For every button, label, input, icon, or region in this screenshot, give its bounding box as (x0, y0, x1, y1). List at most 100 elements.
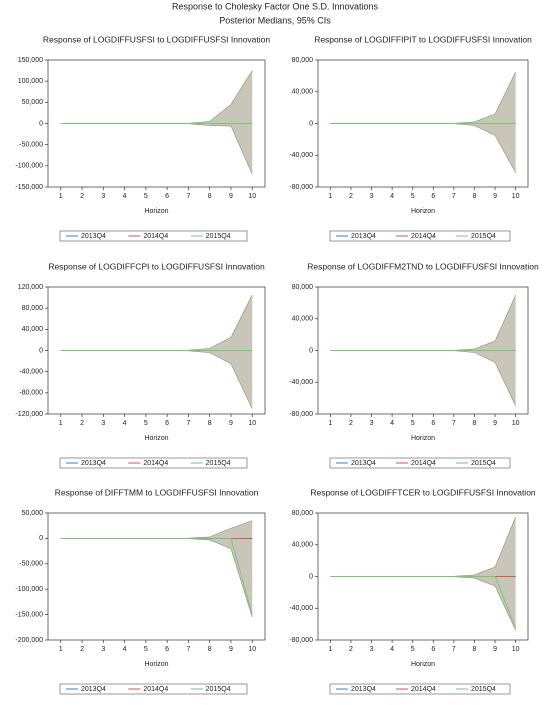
x-axis-label: Horizon (411, 208, 435, 215)
legend-label: 2013Q4 (351, 686, 376, 693)
x-tick-label: 10 (512, 420, 520, 427)
series-line (60, 537, 253, 615)
legend-label: 2015Q4 (206, 686, 231, 693)
x-tick-label: 9 (229, 420, 233, 427)
x-tick-label: 7 (452, 420, 456, 427)
x-tick-label: 10 (248, 193, 256, 200)
y-tick-label: -100,000 (15, 586, 43, 593)
x-tick-label: 6 (165, 420, 169, 427)
legend-label: 2015Q4 (471, 233, 496, 240)
y-tick-label: 50,000 (22, 99, 44, 106)
x-tick-label: 3 (370, 193, 374, 200)
legend-label: 2013Q4 (351, 460, 376, 467)
x-tick-label: 1 (59, 646, 63, 653)
x-tick-label: 7 (452, 193, 456, 200)
x-tick-label: 4 (123, 193, 127, 200)
x-axis-label: Horizon (144, 435, 168, 442)
x-tick-label: 3 (101, 646, 105, 653)
figure-subtitle: Posterior Medians, 95% CIs (219, 15, 331, 25)
legend-label: 2014Q4 (411, 686, 436, 693)
legend-label: 2014Q4 (411, 460, 436, 467)
legend-box (59, 457, 248, 469)
y-tick-label: 80,000 (292, 57, 314, 64)
x-tick-label: 2 (80, 193, 84, 200)
legend-label: 2013Q4 (81, 233, 106, 240)
y-tick-label: -150,000 (15, 184, 43, 191)
x-tick-label: 2 (80, 420, 84, 427)
x-tick-label: 4 (390, 646, 394, 653)
y-tick-label: -150,000 (15, 611, 43, 618)
x-tick-label: 7 (186, 193, 190, 200)
x-tick-label: 2 (80, 646, 84, 653)
x-axis-label: Horizon (411, 435, 435, 442)
y-tick-label: -40,000 (289, 379, 313, 386)
x-tick-label: 7 (186, 420, 190, 427)
x-axis-label: Horizon (411, 661, 435, 668)
legend-label: 2015Q4 (471, 460, 496, 467)
y-tick-label: -80,000 (289, 411, 313, 418)
x-tick-label: 3 (370, 646, 374, 653)
y-tick-label: 50,000 (22, 510, 44, 517)
x-tick-label: 9 (229, 193, 233, 200)
panel-title: Response of DIFFTMM to LOGDIFFUSFSI Inno… (55, 487, 259, 497)
y-tick-label: 0 (39, 120, 43, 127)
band-fill (330, 71, 516, 173)
y-tick-label: -200,000 (15, 637, 43, 644)
x-tick-label: 10 (512, 193, 520, 200)
y-tick-label: -100,000 (15, 163, 43, 170)
y-tick-label: 100,000 (18, 78, 43, 85)
x-tick-label: 8 (208, 420, 212, 427)
y-tick-label: 150,000 (18, 57, 43, 64)
y-tick-label: 0 (309, 573, 313, 580)
x-tick-label: 7 (186, 646, 190, 653)
y-tick-label: 40,000 (292, 89, 314, 96)
panel-title: Response of LOGDIFFCPI to LOGDIFFUSFSI I… (48, 261, 265, 271)
y-tick-label: -80,000 (289, 637, 313, 644)
y-tick-label: -40,000 (19, 369, 43, 376)
x-tick-label: 1 (328, 646, 332, 653)
x-tick-label: 4 (390, 420, 394, 427)
legend-label: 2014Q4 (143, 233, 168, 240)
x-tick-label: 9 (493, 193, 497, 200)
x-tick-label: 10 (248, 646, 256, 653)
x-tick-label: 4 (390, 193, 394, 200)
legend-label: 2014Q4 (143, 460, 168, 467)
legend-label: 2015Q4 (471, 686, 496, 693)
x-tick-label: 8 (473, 646, 477, 653)
x-tick-label: 2 (349, 646, 353, 653)
x-tick-label: 1 (328, 420, 332, 427)
y-tick-label: -80,000 (19, 390, 43, 397)
y-tick-label: 80,000 (292, 510, 314, 517)
x-tick-label: 5 (144, 646, 148, 653)
x-tick-label: 10 (512, 646, 520, 653)
y-tick-label: 40,000 (292, 316, 314, 323)
y-tick-label: 0 (309, 120, 313, 127)
y-tick-label: 0 (39, 347, 43, 354)
x-tick-label: 2 (349, 420, 353, 427)
x-tick-label: 9 (493, 646, 497, 653)
y-tick-label: -40,000 (289, 152, 313, 159)
x-tick-label: 6 (431, 420, 435, 427)
y-tick-label: -80,000 (289, 184, 313, 191)
panel-title: Response of LOGDIFFTCER to LOGDIFFUSFSI … (310, 487, 536, 497)
band-fill (60, 294, 253, 409)
x-axis-label: Horizon (144, 208, 168, 215)
y-tick-label: -50,000 (19, 561, 43, 568)
x-tick-label: 8 (208, 646, 212, 653)
legend-box (59, 683, 248, 695)
legend-box (329, 457, 511, 469)
y-tick-label: -50,000 (19, 142, 43, 149)
y-tick-label: 40,000 (292, 542, 314, 549)
x-tick-label: 8 (473, 193, 477, 200)
x-tick-label: 5 (144, 193, 148, 200)
x-tick-label: 9 (229, 646, 233, 653)
y-tick-label: 0 (39, 535, 43, 542)
x-axis-label: Horizon (144, 661, 168, 668)
x-tick-label: 1 (59, 193, 63, 200)
x-tick-label: 4 (123, 646, 127, 653)
legend-box (59, 230, 248, 242)
x-tick-label: 6 (165, 646, 169, 653)
band-fill (60, 520, 253, 618)
x-tick-label: 5 (411, 193, 415, 200)
x-tick-label: 1 (328, 193, 332, 200)
